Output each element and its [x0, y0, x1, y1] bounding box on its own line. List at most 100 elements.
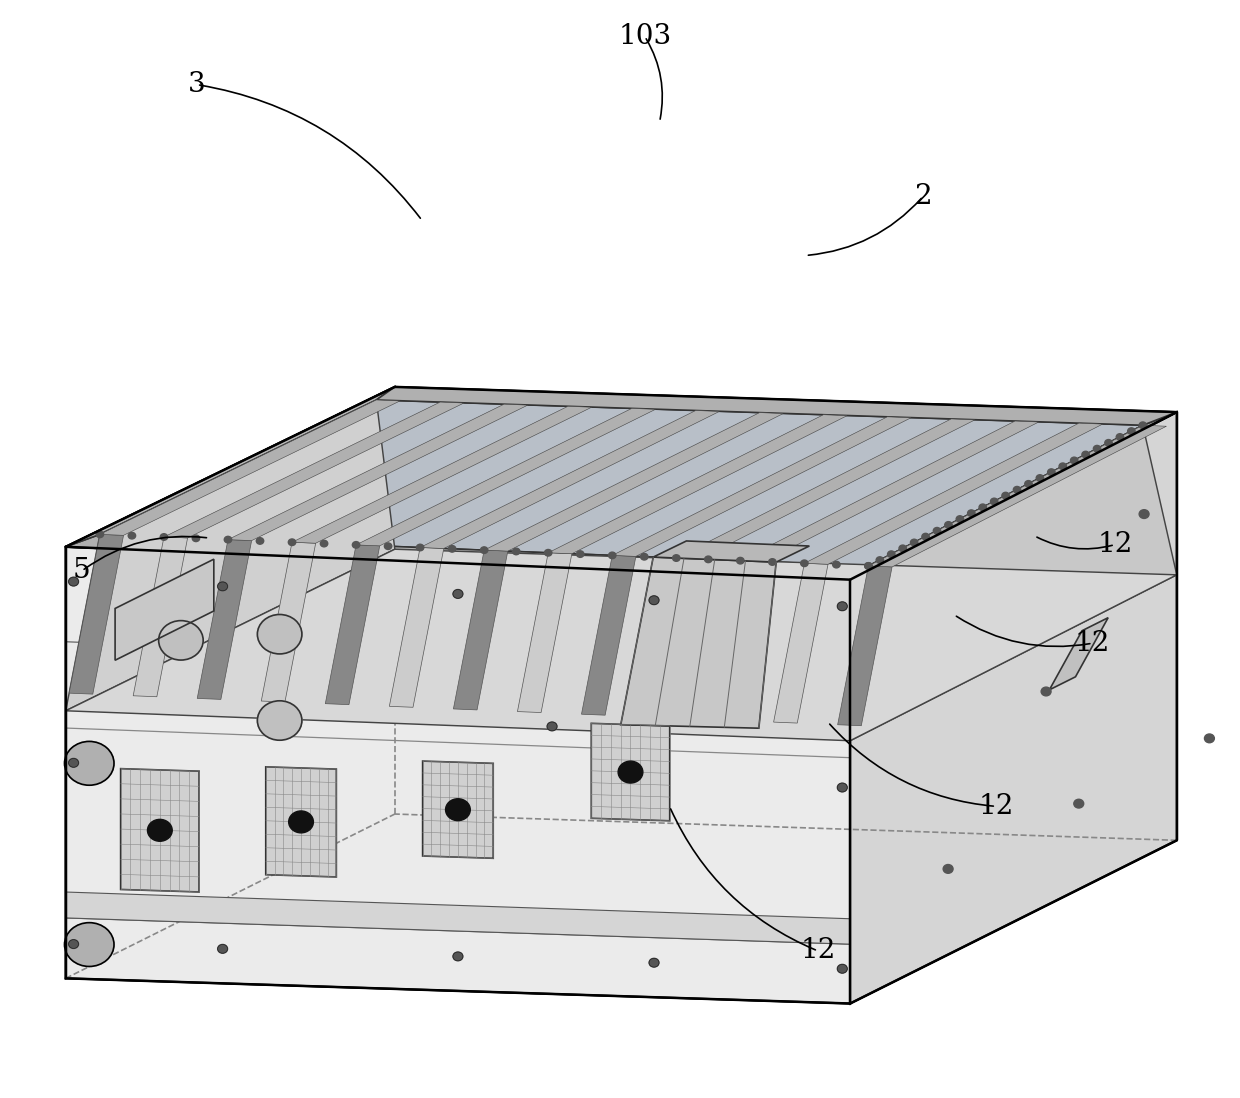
Circle shape: [649, 596, 658, 605]
Circle shape: [453, 590, 463, 598]
Circle shape: [224, 536, 232, 542]
Circle shape: [1037, 474, 1044, 481]
Circle shape: [991, 498, 998, 505]
Polygon shape: [66, 400, 394, 710]
Polygon shape: [774, 563, 828, 724]
Circle shape: [289, 539, 295, 546]
Circle shape: [837, 602, 847, 610]
Ellipse shape: [258, 701, 301, 740]
Circle shape: [934, 527, 941, 534]
Circle shape: [445, 798, 470, 820]
Circle shape: [944, 864, 954, 873]
Circle shape: [68, 578, 78, 586]
Circle shape: [160, 534, 167, 540]
Circle shape: [921, 534, 929, 540]
Circle shape: [289, 811, 314, 833]
Circle shape: [1140, 509, 1149, 518]
Circle shape: [352, 541, 360, 548]
Circle shape: [1083, 451, 1090, 458]
Polygon shape: [709, 561, 764, 720]
Polygon shape: [100, 400, 1143, 565]
Polygon shape: [591, 724, 670, 821]
Circle shape: [1140, 422, 1147, 428]
Circle shape: [192, 535, 200, 541]
Circle shape: [833, 561, 839, 568]
Circle shape: [544, 549, 552, 556]
Circle shape: [609, 552, 616, 559]
Polygon shape: [100, 400, 401, 536]
Circle shape: [1116, 434, 1123, 440]
Text: 103: 103: [619, 23, 671, 49]
Polygon shape: [851, 425, 1177, 741]
Polygon shape: [228, 404, 528, 540]
Polygon shape: [66, 386, 1177, 580]
Polygon shape: [66, 814, 1177, 1004]
Text: 12: 12: [978, 793, 1014, 820]
Circle shape: [737, 558, 744, 564]
Polygon shape: [484, 413, 784, 551]
Polygon shape: [69, 535, 124, 694]
Circle shape: [449, 546, 456, 552]
Polygon shape: [325, 545, 379, 705]
Polygon shape: [868, 425, 1167, 567]
Polygon shape: [851, 412, 1177, 580]
Polygon shape: [740, 421, 1039, 562]
Circle shape: [837, 783, 847, 792]
Circle shape: [1094, 446, 1101, 452]
Circle shape: [837, 964, 847, 973]
Circle shape: [218, 582, 228, 591]
Polygon shape: [120, 769, 200, 892]
Circle shape: [801, 560, 808, 567]
Polygon shape: [676, 419, 975, 559]
Circle shape: [980, 504, 987, 511]
Circle shape: [1059, 463, 1066, 470]
Ellipse shape: [159, 620, 203, 660]
Polygon shape: [851, 412, 1177, 1004]
Text: 5: 5: [73, 558, 91, 584]
Polygon shape: [66, 892, 851, 944]
Circle shape: [618, 761, 642, 783]
Circle shape: [1074, 799, 1084, 808]
Polygon shape: [621, 557, 776, 728]
Circle shape: [68, 759, 78, 768]
Text: 12: 12: [1075, 629, 1110, 657]
Polygon shape: [613, 417, 911, 557]
Circle shape: [864, 562, 872, 569]
Polygon shape: [548, 415, 847, 553]
Polygon shape: [582, 556, 636, 715]
Polygon shape: [66, 549, 1177, 741]
Polygon shape: [653, 541, 810, 562]
Polygon shape: [517, 552, 572, 713]
Circle shape: [967, 509, 975, 516]
Circle shape: [384, 542, 392, 549]
Circle shape: [1002, 492, 1009, 498]
Circle shape: [218, 944, 228, 953]
Circle shape: [769, 559, 776, 565]
Polygon shape: [454, 550, 508, 710]
Polygon shape: [420, 411, 719, 549]
Circle shape: [649, 959, 658, 967]
Ellipse shape: [258, 615, 301, 654]
Circle shape: [1024, 481, 1032, 488]
Polygon shape: [293, 406, 591, 544]
Circle shape: [877, 557, 884, 563]
Polygon shape: [164, 402, 464, 538]
Circle shape: [320, 540, 327, 547]
Polygon shape: [646, 558, 699, 718]
Circle shape: [910, 539, 918, 546]
Text: 12: 12: [1097, 531, 1132, 558]
Circle shape: [1127, 428, 1135, 435]
Circle shape: [1048, 469, 1055, 475]
Circle shape: [956, 516, 963, 523]
Polygon shape: [66, 386, 394, 547]
Text: 3: 3: [188, 71, 206, 98]
Circle shape: [864, 562, 872, 569]
Circle shape: [577, 551, 584, 558]
Polygon shape: [389, 548, 444, 707]
Circle shape: [512, 548, 520, 554]
Circle shape: [899, 545, 906, 551]
Circle shape: [128, 533, 135, 539]
Circle shape: [672, 554, 680, 561]
Polygon shape: [838, 565, 892, 726]
Polygon shape: [376, 386, 1177, 425]
